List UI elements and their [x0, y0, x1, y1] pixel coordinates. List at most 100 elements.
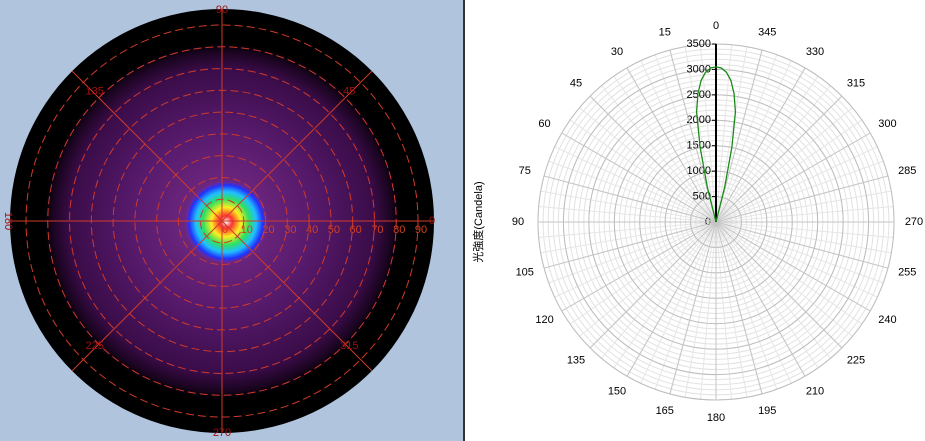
minor-spoke	[715, 221, 819, 369]
minor-spoke	[601, 85, 717, 223]
angle-label: 210	[806, 386, 824, 398]
minor-spoke	[540, 190, 717, 223]
minor-spoke	[715, 44, 733, 223]
minor-spoke	[715, 146, 878, 223]
minor-spoke	[715, 205, 894, 223]
minor-spoke	[684, 221, 717, 398]
minor-spoke	[654, 54, 717, 223]
minor-spoke	[601, 221, 717, 359]
minor-spoke	[715, 54, 778, 223]
minor-spoke	[715, 85, 831, 223]
r-tick-label: 90	[415, 224, 427, 236]
minor-spoke	[715, 190, 892, 223]
angle-label: 240	[878, 314, 896, 326]
minor-spoke	[715, 221, 831, 359]
minor-spoke	[699, 44, 717, 223]
minor-spoke	[715, 221, 778, 390]
angle-label: 135	[86, 86, 104, 98]
angle-label: 285	[898, 165, 916, 177]
angle-label: 45	[570, 77, 582, 89]
angle-label: 90	[216, 4, 228, 16]
minor-spoke	[540, 221, 717, 254]
angle-label: 75	[519, 165, 531, 177]
r-tick-label: 0	[222, 224, 228, 236]
minor-spoke	[715, 60, 792, 223]
spoke	[715, 67, 806, 223]
angle-label: 270	[905, 216, 923, 228]
angle-label: 345	[758, 27, 776, 39]
minor-spoke	[640, 221, 717, 384]
minor-spoke	[613, 221, 717, 369]
spoke	[715, 95, 843, 223]
axis-label: 光強度(Candela)	[471, 181, 485, 262]
minor-spoke	[715, 119, 863, 223]
spoke	[543, 175, 717, 223]
angle-label: 45	[343, 86, 355, 98]
spoke	[715, 221, 843, 349]
r-tick-label: 60	[350, 224, 362, 236]
spoke	[626, 67, 717, 223]
minor-spoke	[684, 46, 717, 223]
angle-label: 180	[2, 212, 14, 230]
minor-spoke	[715, 221, 748, 398]
angle-label: 315	[340, 340, 358, 352]
minor-spoke	[715, 221, 733, 400]
minor-spoke	[699, 221, 717, 400]
r-tick-label: 20	[262, 224, 274, 236]
minor-spoke	[569, 119, 717, 223]
angle-label: 135	[567, 354, 585, 366]
minor-spoke	[715, 221, 853, 337]
angle-label: 315	[847, 77, 865, 89]
r-tick-label: 50	[328, 224, 340, 236]
spoke	[715, 221, 889, 269]
spoke	[669, 221, 717, 395]
spoke	[589, 221, 717, 349]
angle-label: 30	[611, 46, 623, 58]
r-tick-label: 1500	[687, 140, 711, 152]
r-tick-label: 80	[393, 224, 405, 236]
minor-spoke	[715, 221, 892, 254]
spoke	[221, 70, 373, 222]
angle-label: 105	[516, 267, 534, 279]
minor-spoke	[715, 221, 792, 384]
r-tick-label: 3000	[687, 63, 711, 75]
minor-spoke	[554, 146, 717, 223]
spoke	[715, 221, 763, 395]
angle-label: 225	[847, 354, 865, 366]
minor-spoke	[569, 221, 717, 325]
angle-label: 300	[878, 118, 896, 130]
minor-spoke	[548, 221, 717, 284]
spoke	[561, 221, 717, 312]
minor-spoke	[538, 205, 717, 223]
spoke	[543, 221, 717, 269]
spoke	[589, 95, 717, 223]
spoke	[561, 132, 717, 223]
minor-spoke	[715, 221, 894, 239]
r-tick-label: 1000	[687, 165, 711, 177]
angle-label: 0	[713, 20, 719, 32]
minor-spoke	[579, 107, 717, 223]
minor-spoke	[554, 221, 717, 298]
spoke	[715, 175, 889, 223]
minor-spoke	[613, 75, 717, 223]
r-tick-label: 10	[241, 224, 253, 236]
spoke	[715, 221, 806, 377]
polar-plot-panel: 光強度(Candela) 050010001500200025003000350…	[465, 0, 925, 441]
r-tick-label: 2500	[687, 89, 711, 101]
spoke	[715, 132, 871, 223]
angle-label: 60	[538, 118, 550, 130]
r-tick-label: 3500	[687, 38, 711, 50]
minor-spoke	[715, 221, 884, 284]
intensity-curve	[695, 66, 737, 223]
spoke	[71, 220, 223, 372]
minor-spoke	[579, 221, 717, 337]
angle-label: 180	[707, 412, 725, 424]
minor-spoke	[538, 221, 717, 239]
angle-label: 165	[656, 405, 674, 417]
angle-label: 90	[512, 216, 524, 228]
angle-label: 150	[608, 386, 626, 398]
minor-spoke	[715, 75, 819, 223]
spoke	[626, 221, 717, 377]
